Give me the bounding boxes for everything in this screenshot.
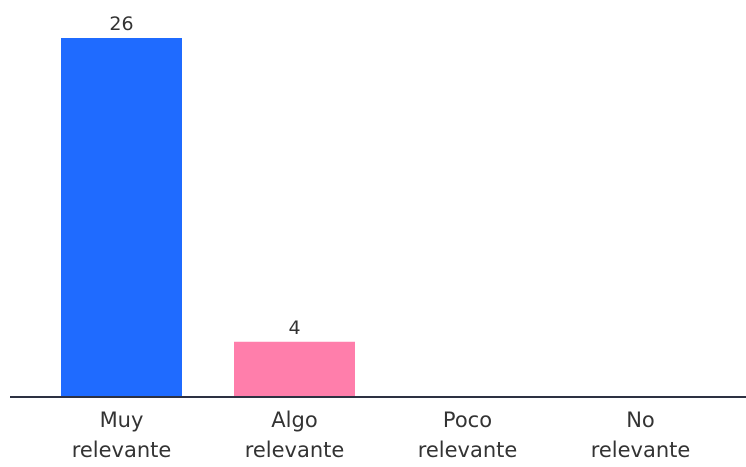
category-label-line: relevante [245,438,345,462]
category-label-line: Muy [100,408,144,432]
bar-1 [234,341,355,397]
category-label-3: No relevante [591,408,691,462]
category-label-line: relevante [418,438,518,462]
bars-group [61,38,355,397]
data-labels-group: 26 4 [109,13,300,339]
category-label-line: No [626,408,655,432]
data-label-1: 4 [288,317,300,339]
category-label-0: Muy relevante [72,408,172,462]
bar-0 [61,38,182,397]
category-label-line: Poco [443,408,492,432]
category-label-line: relevante [591,438,691,462]
category-label-2: Poco relevante [418,408,518,462]
category-label-line: Algo [271,408,317,432]
data-label-0: 26 [109,13,133,35]
category-label-1: Algo relevante [245,408,345,462]
category-label-line: relevante [72,438,172,462]
